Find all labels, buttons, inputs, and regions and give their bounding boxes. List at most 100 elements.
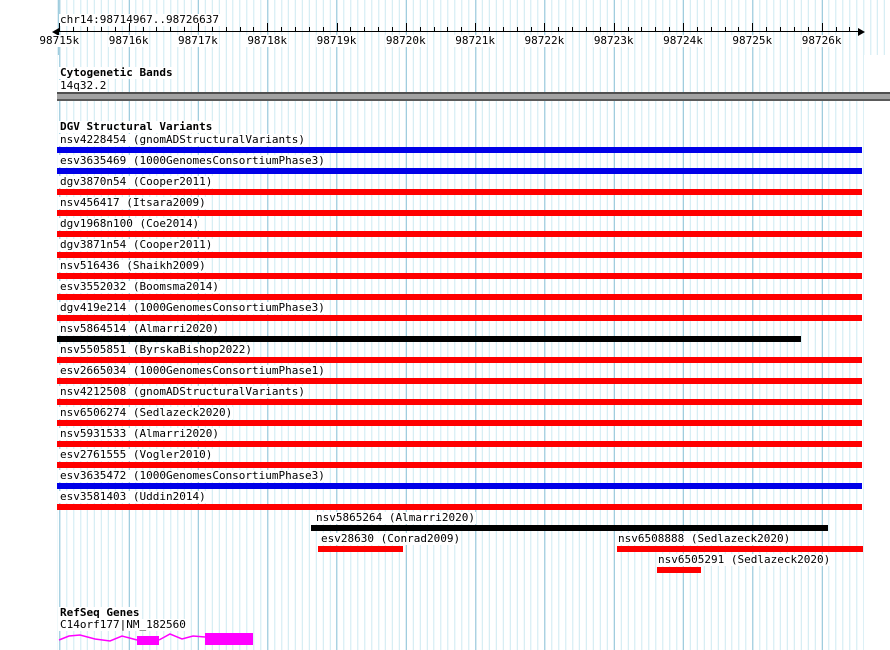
variant-bar[interactable] xyxy=(57,189,862,195)
variant-label[interactable]: nsv456417 (Itsara2009) xyxy=(59,196,207,209)
cytogenetic-band-label: 14q32.2 xyxy=(59,79,108,92)
cytogenetic-band-bar[interactable] xyxy=(57,92,890,101)
variant-label[interactable]: esv3581403 (Uddin2014) xyxy=(59,490,207,503)
variant-label[interactable]: nsv6508888 (Sedlazeck2020) xyxy=(617,532,792,545)
gene-exon-box[interactable] xyxy=(137,636,159,645)
ruler-minor-tick xyxy=(835,27,837,31)
variant-label[interactable]: dgv3870n54 (Cooper2011) xyxy=(59,175,214,188)
refseq-section-title: RefSeq Genes xyxy=(59,606,141,619)
ruler-minor-tick xyxy=(655,27,657,31)
ruler-minor-tick xyxy=(322,27,324,31)
variant-bar[interactable] xyxy=(57,483,862,489)
variant-label[interactable]: dgv1968n100 (Coe2014) xyxy=(59,217,201,230)
variant-bar[interactable] xyxy=(311,525,828,531)
variant-bar[interactable] xyxy=(57,441,862,447)
ruler-minor-tick xyxy=(87,27,88,31)
ruler-minor-tick xyxy=(391,27,393,31)
variant-label[interactable]: esv3552032 (Boomsma2014) xyxy=(59,280,220,293)
ruler-minor-tick xyxy=(599,27,601,31)
ruler-minor-tick xyxy=(807,27,809,31)
variant-label[interactable]: nsv516436 (Shaikh2009) xyxy=(59,259,207,272)
variant-label[interactable]: esv3635469 (1000GenomesConsortiumPhase3) xyxy=(59,154,326,167)
ruler-minor-tick xyxy=(710,27,712,31)
ruler-minor-tick xyxy=(281,27,283,31)
ruler-major-tick xyxy=(128,23,130,31)
ruler-minor-tick xyxy=(558,27,560,31)
variant-bar[interactable] xyxy=(57,147,862,153)
variant-label[interactable]: esv2761555 (Vogler2010) xyxy=(59,448,214,461)
ruler-minor-tick xyxy=(294,27,296,31)
refseq-gene-glyph[interactable] xyxy=(55,630,265,650)
variant-bar[interactable] xyxy=(318,546,403,552)
ruler-minor-tick xyxy=(239,27,241,31)
ruler-tick-label: 98718k xyxy=(246,34,289,47)
variant-bar[interactable] xyxy=(57,210,862,216)
variant-label[interactable]: dgv3871n54 (Cooper2011) xyxy=(59,238,214,251)
position-label: chr14:98714967..98726637 xyxy=(59,13,220,26)
ruler-major-tick xyxy=(544,23,546,31)
ruler-minor-tick xyxy=(253,27,255,31)
ruler-tick-label: 98715k xyxy=(38,34,81,47)
variant-bar[interactable] xyxy=(57,462,862,468)
ruler-major-tick xyxy=(336,23,338,31)
variant-label[interactable]: esv2665034 (1000GenomesConsortiumPhase1) xyxy=(59,364,326,377)
variant-label[interactable]: nsv4228454 (gnomADStructuralVariants) xyxy=(59,133,307,146)
ruler-minor-tick xyxy=(350,27,352,31)
ruler-minor-tick xyxy=(627,27,629,31)
ruler-tick-label: 98720k xyxy=(384,34,427,47)
variant-label[interactable]: dgv419e214 (1000GenomesConsortiumPhase3) xyxy=(59,301,326,314)
ruler-minor-tick xyxy=(641,27,643,31)
variant-bar[interactable] xyxy=(57,252,862,258)
variant-label[interactable]: esv3635472 (1000GenomesConsortiumPhase3) xyxy=(59,469,326,482)
cytogenetic-section-title: Cytogenetic Bands xyxy=(59,66,174,79)
variant-label[interactable]: nsv5931533 (Almarri2020) xyxy=(59,427,220,440)
ruler-tick-label: 98724k xyxy=(662,34,704,47)
variant-bar[interactable] xyxy=(657,567,701,573)
variant-bar[interactable] xyxy=(57,315,862,321)
refseq-gene-label[interactable]: C14orf177|NM_182560 xyxy=(59,618,187,631)
ruler-minor-tick xyxy=(669,27,671,31)
variant-label[interactable]: nsv5505851 (ByrskaBishop2022) xyxy=(59,343,254,356)
gene-intron-line xyxy=(158,633,206,641)
ruler-major-tick xyxy=(59,23,61,31)
variant-label[interactable]: nsv5864514 (Almarri2020) xyxy=(59,322,220,335)
variant-bar[interactable] xyxy=(57,273,862,279)
variant-label[interactable]: nsv6506274 (Sedlazeck2020) xyxy=(59,406,234,419)
ruler-major-tick xyxy=(405,23,407,31)
variant-bar[interactable] xyxy=(57,231,862,237)
ruler-minor-tick xyxy=(184,27,185,31)
ruler-tick-label: 98725k xyxy=(731,34,774,47)
variant-bar[interactable] xyxy=(57,336,801,342)
ruler-minor-tick xyxy=(142,27,144,31)
variant-bar[interactable] xyxy=(57,357,862,363)
variant-label[interactable]: nsv5865264 (Almarri2020) xyxy=(315,511,476,524)
ruler-major-tick xyxy=(821,23,823,31)
ruler-minor-tick xyxy=(586,27,587,31)
ruler-tick-label: 98717k xyxy=(177,34,219,47)
variant-bar[interactable] xyxy=(57,420,862,426)
ruler-minor-tick xyxy=(766,27,768,31)
ruler-minor-tick xyxy=(378,27,380,31)
variant-bar[interactable] xyxy=(57,378,862,384)
ruler-minor-tick xyxy=(738,27,740,31)
gene-intron-line xyxy=(58,634,138,642)
ruler-major-tick xyxy=(475,23,477,31)
variant-bar[interactable] xyxy=(57,168,862,174)
variant-bar[interactable] xyxy=(57,399,862,405)
variant-label[interactable]: nsv6505291 (Sedlazeck2020) xyxy=(657,553,832,566)
ruler-minor-tick xyxy=(308,27,310,31)
ruler-minor-tick xyxy=(447,27,449,31)
variant-bar[interactable] xyxy=(617,546,863,552)
gene-exon-box[interactable] xyxy=(205,633,253,645)
variant-bar[interactable] xyxy=(57,504,862,510)
ruler-minor-tick xyxy=(489,27,490,31)
ruler-minor-tick xyxy=(849,27,851,31)
variant-bar[interactable] xyxy=(57,294,862,300)
variant-label[interactable]: nsv4212508 (gnomADStructuralVariants) xyxy=(59,385,307,398)
variant-label[interactable]: esv28630 (Conrad2009) xyxy=(320,532,462,545)
ruler-minor-tick xyxy=(211,27,213,31)
ruler-tick-label: 98719k xyxy=(315,34,358,47)
ruler-minor-tick xyxy=(516,27,518,31)
ruler-minor-tick xyxy=(696,27,698,31)
